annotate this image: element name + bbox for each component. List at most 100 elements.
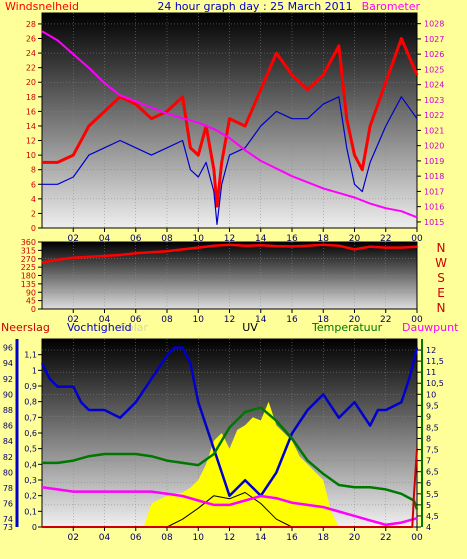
- x-tick-label: 02: [68, 533, 79, 543]
- wind-y-tick-label: 24: [26, 49, 36, 58]
- barometer-line: [41, 30, 418, 219]
- x-tick-label: 04: [99, 533, 111, 543]
- x-tick-label: 14: [255, 533, 267, 543]
- x-tick-label: 12: [224, 533, 235, 543]
- x-tick-label: 16: [286, 234, 298, 244]
- x-tick-label: 18: [318, 234, 330, 244]
- x-tick-label: 20: [349, 315, 361, 325]
- humidity-y-tick-label: 96: [3, 344, 13, 353]
- x-tick-label: 02: [68, 234, 79, 244]
- compass-label: W: [435, 256, 447, 270]
- wind-y-tick-label: 12: [26, 137, 36, 146]
- temperature-y-tick-label: 4: [426, 523, 431, 532]
- wind-average-line: [42, 96, 418, 225]
- direction-y-tick-label: 315: [21, 246, 36, 255]
- x-tick-label: 18: [318, 533, 330, 543]
- compass-label: N: [437, 241, 446, 255]
- x-tick-label: 12: [224, 315, 235, 325]
- wind-y-tick-label: 20: [26, 78, 36, 87]
- x-tick-label: 22: [380, 234, 391, 244]
- wind-y-tick-label: 6: [31, 180, 36, 189]
- temperature-y-tick-label: 6: [426, 479, 431, 488]
- x-tick-label: 20: [349, 234, 361, 244]
- direction-y-tick-label: 270: [21, 255, 36, 264]
- wind-y-tick-label: 8: [31, 166, 36, 175]
- barometer-y-tick-label: 1026: [424, 50, 444, 59]
- barometer-y-tick-label: 1017: [424, 187, 444, 196]
- compass-label: S: [437, 271, 445, 285]
- compass-label: N: [437, 301, 446, 315]
- humidity-y-tick-label: 84: [3, 437, 13, 446]
- x-tick-label: 04: [99, 315, 111, 325]
- dewpoint-title: Dauwpunt: [402, 321, 459, 334]
- chart-title: 24 hour graph day : 25 March 2011: [157, 0, 352, 13]
- x-tick-label: 04: [99, 234, 111, 244]
- direction-y-tick-label: 180: [21, 272, 36, 281]
- direction-y-tick-label: 0: [31, 305, 36, 314]
- wind-y-tick-label: 14: [26, 122, 36, 131]
- wind-y-tick-label: 22: [26, 64, 36, 73]
- humidity-y-tick-label: 86: [3, 422, 13, 431]
- wind-y-tick-label: 26: [26, 35, 36, 44]
- rain-y-tick-label: 0,8: [24, 398, 37, 407]
- temperature-y-tick-label: 10: [426, 390, 436, 399]
- barometer-y-tick-label: 1019: [424, 157, 444, 166]
- x-tick-label: 10: [193, 234, 205, 244]
- wind-y-tick-label: 18: [26, 93, 36, 102]
- temperature-y-tick-label: 6,5: [426, 468, 439, 477]
- rain-y-tick-label: 0,6: [24, 429, 37, 438]
- x-tick-label: 00: [411, 234, 423, 244]
- x-tick-label: 10: [193, 315, 205, 325]
- rain-y-tick-label: 0,4: [24, 460, 37, 469]
- humidity-y-tick-label: 80: [3, 468, 13, 477]
- wind-y-tick-label: 2: [31, 209, 36, 218]
- x-tick-label: 08: [161, 315, 173, 325]
- rain-title: Neerslag: [1, 321, 50, 334]
- barometer-y-tick-label: 1023: [424, 96, 444, 105]
- humidity-y-tick-label: 94: [3, 359, 13, 368]
- humidity-y-tick-label: 78: [3, 484, 13, 493]
- barometer-y-tick-label: 1016: [424, 203, 444, 212]
- temperature-y-tick-label: 12: [426, 346, 436, 355]
- barometer-y-tick-label: 1021: [424, 126, 444, 135]
- x-tick-label: 10: [193, 533, 205, 543]
- humidity-line: [40, 346, 419, 498]
- direction-y-tick-label: 45: [26, 297, 36, 306]
- wind-y-tick-label: 10: [26, 151, 36, 160]
- humidity-y-tick-label: 88: [3, 406, 13, 415]
- barometer-y-tick-label: 1018: [424, 172, 444, 181]
- x-tick-label: 00: [411, 315, 423, 325]
- barometer-y-tick-label: 1024: [424, 81, 444, 90]
- wind-y-tick-label: 0: [31, 224, 36, 233]
- temperature-line: [42, 406, 419, 510]
- rain-y-tick-label: 0: [32, 523, 37, 532]
- x-tick-label: 12: [224, 234, 235, 244]
- direction-y-tick-label: 225: [21, 263, 36, 272]
- x-tick-label: 14: [255, 234, 267, 244]
- barometer-y-tick-label: 1027: [424, 35, 444, 44]
- humidity-y-tick-label: 92: [3, 375, 13, 384]
- temperature-y-tick-label: 9,5: [426, 401, 439, 410]
- temperature-y-tick-label: 5: [426, 501, 431, 510]
- rain-y-tick-label: 1: [32, 366, 37, 375]
- wind-y-tick-label: 4: [31, 195, 36, 204]
- x-tick-label: 08: [161, 533, 173, 543]
- humidity-y-tick-label: 90: [3, 390, 13, 399]
- rain-line: [42, 448, 418, 528]
- temperature-y-tick-label: 8,5: [426, 423, 439, 432]
- humidity-y-tick-label: 74: [3, 515, 13, 524]
- x-tick-label: 06: [130, 234, 142, 244]
- x-tick-label: 16: [286, 315, 298, 325]
- rain-y-tick-label: 0,9: [24, 382, 37, 391]
- temperature-y-tick-label: 5,5: [426, 490, 439, 499]
- temperature-y-tick-label: 7,5: [426, 446, 439, 455]
- compass-label: E: [437, 286, 445, 300]
- x-tick-label: 02: [68, 315, 79, 325]
- humidity-y-tick-label: 82: [3, 453, 13, 462]
- x-tick-label: 14: [255, 315, 267, 325]
- x-tick-label: 06: [130, 315, 142, 325]
- x-tick-label: 22: [380, 533, 391, 543]
- temperature-y-tick-label: 8: [426, 435, 431, 444]
- direction-y-tick-label: 360: [21, 238, 36, 247]
